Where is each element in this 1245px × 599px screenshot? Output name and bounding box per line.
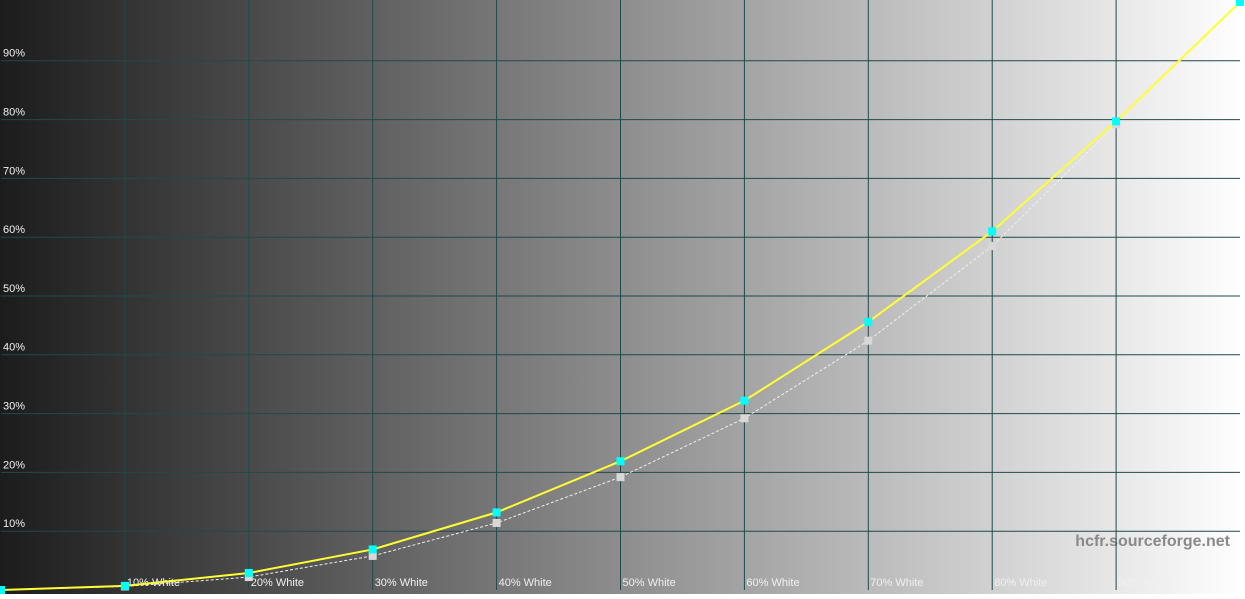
- x-tick-label: 20% White: [251, 577, 304, 589]
- y-tick-label: 20%: [3, 459, 25, 471]
- x-tick-label: 90% White: [1118, 577, 1171, 589]
- x-tick-label: 40% White: [499, 577, 552, 589]
- y-tick-label: 90%: [3, 48, 25, 60]
- data-point: [864, 317, 873, 326]
- data-point: [492, 518, 501, 527]
- x-tick-label: 70% White: [870, 577, 923, 589]
- x-tick-label: 30% White: [375, 577, 428, 589]
- y-tick-label: 40%: [3, 342, 25, 354]
- data-point: [244, 568, 253, 577]
- y-tick-label: 50%: [3, 283, 25, 295]
- data-point: [616, 457, 625, 466]
- y-tick-label: 30%: [3, 401, 25, 413]
- data-point: [988, 227, 997, 236]
- x-tick-label: 60% White: [746, 577, 799, 589]
- data-point: [0, 586, 5, 594]
- data-point: [988, 242, 997, 251]
- data-point: [368, 551, 377, 560]
- x-tick-label: 80% White: [994, 577, 1047, 589]
- watermark: hcfr.sourceforge.net: [1075, 533, 1230, 550]
- data-point: [368, 545, 377, 554]
- data-point: [1112, 117, 1121, 126]
- x-tick-label: 50% White: [623, 577, 676, 589]
- y-tick-label: 70%: [3, 165, 25, 177]
- data-point: [244, 573, 253, 582]
- data-point: [864, 336, 873, 345]
- data-point: [740, 396, 749, 405]
- y-tick-label: 80%: [3, 107, 25, 119]
- data-point: [120, 581, 129, 590]
- data-point: [740, 414, 749, 423]
- y-tick-label: 60%: [3, 224, 25, 236]
- data-point: [1236, 0, 1244, 6]
- y-tick-label: 10%: [3, 518, 25, 530]
- data-point: [616, 473, 625, 482]
- data-point: [492, 508, 501, 517]
